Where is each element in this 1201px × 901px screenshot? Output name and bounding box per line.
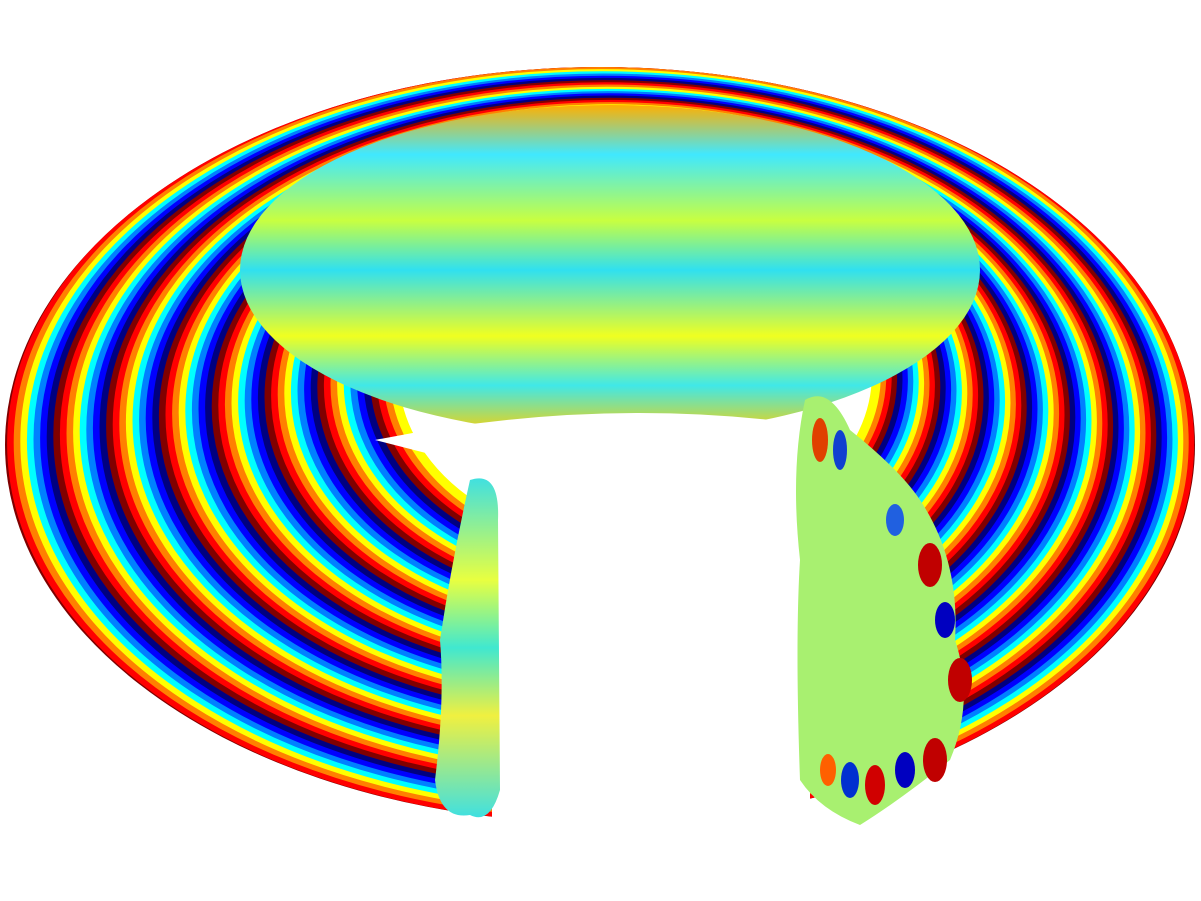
cross-section-right <box>796 396 964 825</box>
blob <box>948 658 972 702</box>
blob <box>895 752 915 788</box>
blob <box>833 430 847 470</box>
blob <box>812 418 828 462</box>
blob <box>918 543 942 587</box>
blob <box>820 754 836 786</box>
cross-section-left <box>435 478 500 818</box>
cutaway <box>375 413 810 901</box>
blob <box>865 765 885 805</box>
blob <box>886 504 904 536</box>
inner-wall <box>240 105 980 435</box>
blob <box>935 602 955 638</box>
blob <box>841 762 859 798</box>
mode-blobs <box>812 418 972 805</box>
blob <box>923 738 947 782</box>
